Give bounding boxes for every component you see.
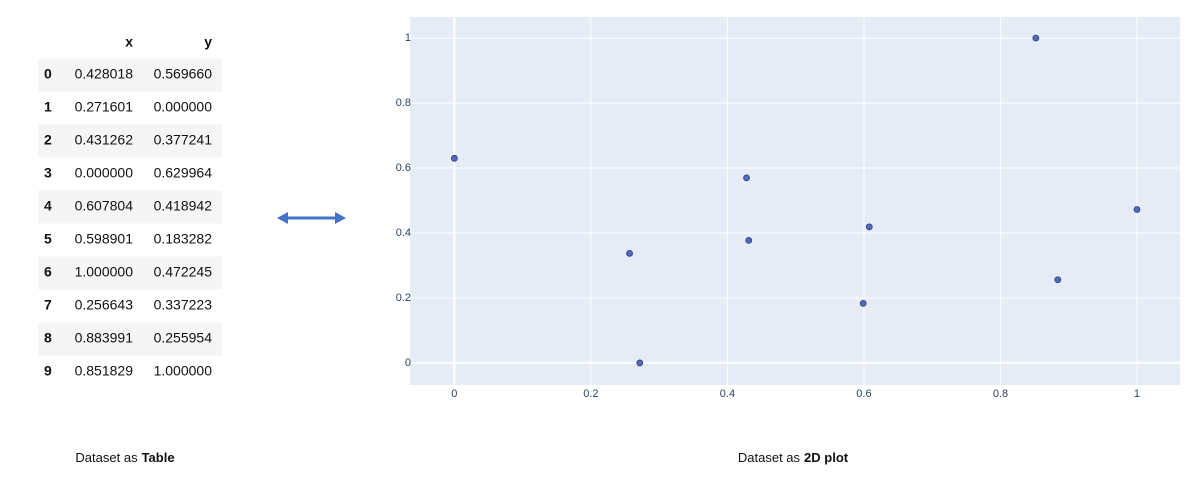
x-tick-label: 1 bbox=[1134, 388, 1140, 400]
point bbox=[745, 236, 753, 244]
table-cell: 0.569660 bbox=[154, 66, 213, 82]
row-index: 6 bbox=[44, 264, 52, 280]
table-cell: 0.337223 bbox=[154, 297, 213, 313]
caption-text: Dataset as bbox=[738, 450, 801, 465]
table-cell: 0.431262 bbox=[75, 132, 134, 148]
caption: Dataset as 2D plot bbox=[738, 450, 849, 465]
y-tick-label: 1 bbox=[405, 32, 411, 44]
row-index: 1 bbox=[44, 99, 52, 115]
point bbox=[1032, 34, 1040, 42]
table-cell: 0.000000 bbox=[154, 99, 213, 115]
column-header: y bbox=[204, 34, 212, 50]
row-index: 3 bbox=[44, 165, 52, 181]
y-tick-label: 0.6 bbox=[396, 162, 411, 174]
point bbox=[865, 223, 873, 231]
table-cell: 0.418942 bbox=[154, 198, 213, 214]
table-cell: 0.598901 bbox=[75, 231, 134, 247]
row-shade bbox=[38, 256, 222, 290]
row-shade bbox=[38, 58, 222, 92]
table-cell: 0.883991 bbox=[75, 330, 134, 346]
x-tick-label: 0.6 bbox=[856, 388, 871, 400]
y-tick-label: 0.4 bbox=[396, 227, 411, 239]
table-cell: 0.472245 bbox=[154, 264, 213, 280]
x-tick-label: 0.8 bbox=[993, 388, 1008, 400]
double-arrow bbox=[277, 212, 346, 224]
table-cell: 0.000000 bbox=[75, 165, 134, 181]
caption-emphasis: Table bbox=[142, 450, 175, 465]
table-cell: 0.255954 bbox=[154, 330, 213, 346]
point bbox=[1133, 206, 1141, 213]
row-shade bbox=[38, 322, 222, 356]
row-index: 2 bbox=[44, 132, 52, 148]
point bbox=[450, 154, 458, 162]
row-shade bbox=[38, 190, 222, 224]
point bbox=[626, 249, 633, 257]
caption-text: Dataset as bbox=[75, 450, 138, 465]
table-cell: 0.183282 bbox=[154, 231, 213, 247]
point bbox=[636, 359, 644, 367]
caption-emphasis: 2D plot bbox=[804, 450, 849, 465]
row-index: 4 bbox=[44, 198, 52, 214]
row-index: 5 bbox=[44, 231, 52, 247]
y-tick-label: 0.8 bbox=[396, 97, 411, 109]
table-cell: 0.377241 bbox=[154, 132, 213, 148]
table-cell: 0.629964 bbox=[154, 165, 213, 181]
y-tick-label: 0.2 bbox=[396, 292, 411, 304]
plot-background bbox=[410, 17, 1180, 385]
y-tick-label: 0 bbox=[405, 357, 411, 369]
row-index: 0 bbox=[44, 66, 52, 82]
row-shade bbox=[38, 124, 222, 158]
table-cell: 0.607804 bbox=[75, 198, 134, 214]
row-index: 7 bbox=[44, 297, 52, 313]
point bbox=[1054, 276, 1062, 284]
x-tick-label: 0 bbox=[451, 388, 457, 400]
row-index: 8 bbox=[44, 330, 52, 346]
table-cell: 0.271601 bbox=[75, 99, 134, 115]
table-cell: 1.000000 bbox=[75, 264, 134, 280]
table-cell: 1.000000 bbox=[154, 363, 213, 379]
x-tick-label: 0.4 bbox=[720, 388, 735, 400]
row-index: 9 bbox=[44, 363, 52, 379]
table-cell: 0.851829 bbox=[75, 363, 134, 379]
x-tick-label: 0.2 bbox=[583, 388, 598, 400]
point bbox=[743, 174, 750, 182]
column-header: x bbox=[125, 34, 133, 50]
table-cell: 0.428018 bbox=[75, 66, 134, 82]
caption: Dataset as Table bbox=[75, 450, 174, 465]
point bbox=[859, 299, 867, 307]
table-cell: 0.256643 bbox=[75, 297, 134, 313]
